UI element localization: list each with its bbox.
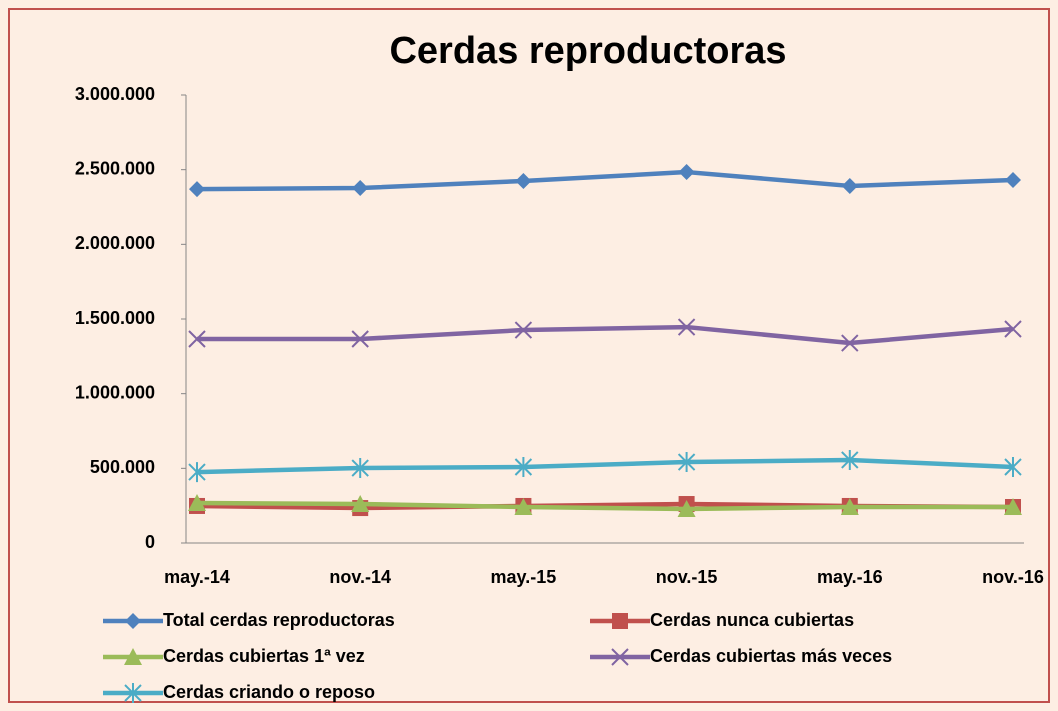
legend-item: Cerdas cubiertas 1ª vez: [103, 646, 365, 666]
marker: [188, 330, 206, 348]
x-tick-label: may.-14: [164, 567, 230, 587]
marker: [352, 180, 369, 197]
marker: [124, 648, 142, 665]
marker: [678, 164, 695, 181]
legend-item: Cerdas cubiertas más veces: [590, 646, 892, 666]
marker: [677, 499, 696, 517]
y-tick-label: 0: [145, 532, 155, 552]
x-tick-label: nov.-14: [329, 567, 391, 587]
marker: [677, 318, 696, 336]
marker: [1004, 320, 1022, 338]
chart-title: Cerdas reproductoras: [389, 30, 786, 72]
marker: [124, 683, 142, 703]
legend-label: Cerdas cubiertas más veces: [650, 646, 892, 666]
marker: [514, 498, 533, 516]
marker: [514, 456, 533, 477]
marker: [1004, 456, 1022, 477]
marker: [351, 330, 369, 348]
series-line: [196, 500, 1013, 512]
series-line: [196, 169, 1014, 192]
y-tick-label: 2.000.000: [75, 233, 155, 253]
marker: [841, 334, 859, 352]
marker: [612, 613, 628, 629]
series-line: [197, 324, 1014, 346]
marker: [1004, 498, 1022, 516]
y-tick-label: 1.000.000: [75, 382, 155, 402]
y-tick-label: 3.000.000: [75, 84, 155, 104]
marker: [125, 613, 141, 629]
marker: [351, 495, 370, 513]
y-tick-label: 1.500.000: [75, 308, 155, 328]
legend-label: Total cerdas reproductoras: [163, 610, 395, 630]
x-tick-label: may.-15: [491, 567, 557, 587]
marker: [351, 458, 369, 479]
x-tick-label: may.-16: [817, 567, 883, 587]
x-tick-label: nov.-15: [656, 567, 718, 587]
marker: [611, 648, 629, 666]
marker: [1005, 171, 1021, 188]
series-line: [196, 457, 1014, 475]
legend-item: Cerdas criando o reposo: [103, 682, 375, 703]
y-tick-label: 500.000: [90, 457, 155, 477]
legend-label: Cerdas nunca cubiertas: [650, 610, 854, 630]
marker: [188, 462, 206, 483]
legend-item: Total cerdas reproductoras: [103, 610, 395, 630]
legend-item: Cerdas nunca cubiertas: [590, 610, 854, 630]
legend-label: Cerdas cubiertas 1ª vez: [163, 646, 365, 666]
marker: [515, 173, 532, 190]
marker: [514, 321, 533, 339]
chart-frame: [8, 8, 1050, 703]
x-tick-label: nov.-16: [982, 567, 1044, 587]
marker: [840, 498, 859, 516]
marker: [677, 452, 696, 473]
marker: [841, 449, 859, 470]
y-tick-label: 2.500.000: [75, 158, 155, 178]
legend-label: Cerdas criando o reposo: [163, 682, 375, 702]
marker: [188, 493, 206, 511]
marker: [841, 177, 858, 194]
marker: [189, 181, 205, 198]
